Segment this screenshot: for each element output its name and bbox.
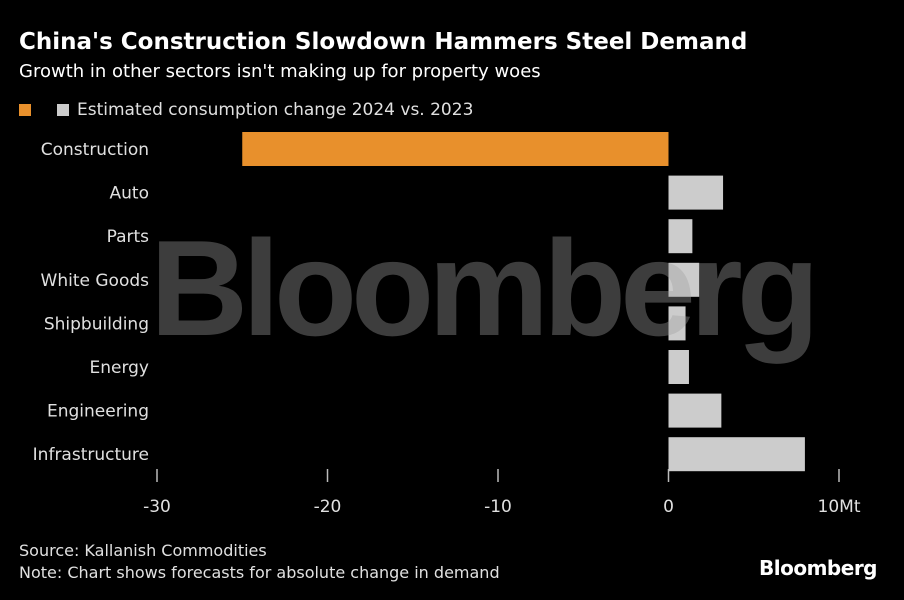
bar-shipbuilding: [668, 306, 686, 341]
bar-chart: Construction Auto Parts White Goods Shipbuil…: [33, 132, 861, 517]
bar-construction: [242, 132, 669, 166]
x-tick-label: -10: [484, 497, 512, 517]
chart-note: Note: Chart shows forecasts for absolute…: [19, 563, 500, 582]
category-label: Infrastructure: [33, 445, 149, 465]
category-label: Energy: [89, 358, 149, 378]
bar-parts: [668, 219, 693, 254]
x-tick-label: -30: [143, 497, 171, 517]
legend-label: Estimated consumption change 2024 vs. 20…: [77, 100, 474, 120]
legend-swatch-orange: [19, 104, 31, 116]
category-label: Construction: [41, 140, 149, 160]
x-tick-label: 0: [663, 497, 674, 517]
bar-auto: [668, 175, 724, 210]
category-label: Auto: [110, 184, 149, 204]
bar-energy: [668, 350, 689, 384]
category-label: White Goods: [41, 271, 150, 291]
legend: Estimated consumption change 2024 vs. 20…: [19, 98, 473, 122]
bloomberg-logo: Bloomberg: [759, 556, 877, 580]
x-tick-label: -20: [314, 497, 342, 517]
bar-engineering: [668, 393, 722, 428]
category-label: Engineering: [47, 402, 149, 422]
category-label: Parts: [107, 227, 150, 247]
category-label: Shipbuilding: [44, 314, 149, 334]
legend-swatch-gray: [57, 104, 69, 116]
source-note: Source: Kallanish Commodities: [19, 541, 267, 560]
bar-white-goods: [668, 262, 700, 297]
x-tick-label: 10Mt: [818, 497, 861, 517]
chart-title: China's Construction Slowdown Hammers St…: [19, 29, 748, 55]
chart-subtitle: Growth in other sectors isn't making up …: [19, 61, 541, 82]
bar-infrastructure: [668, 437, 805, 472]
